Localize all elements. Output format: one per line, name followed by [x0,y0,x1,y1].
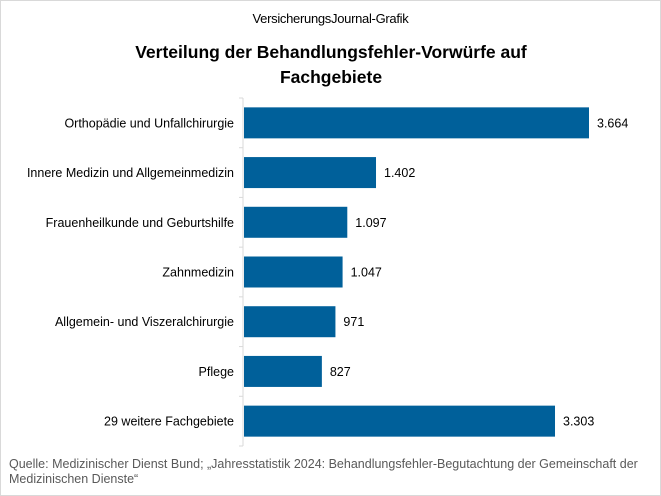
bar [244,306,336,338]
data-label: 1.402 [384,166,415,180]
bar [244,206,348,238]
category-label: Pflege [199,365,234,379]
chart-title: Verteilung der Behandlungsfehler-Vorwürf… [135,42,527,87]
chart-source: Quelle: Medizinischer Dienst Bund; „Jahr… [9,457,638,486]
data-label: 1.047 [351,266,382,280]
data-label: 3.303 [563,415,594,429]
category-label: Allgemein- und Viszeralchirurgie [55,315,234,329]
bar [244,256,343,288]
data-label: 3.664 [597,116,628,130]
data-label: 971 [343,315,364,329]
chart-supertitle: VersicherungsJournal-Grafik [252,11,409,26]
category-label: Zahnmedizin [162,266,234,280]
bar [244,355,322,387]
data-label: 1.097 [355,216,386,230]
category-label: 29 weitere Fachgebiete [104,415,234,429]
data-label: 827 [330,365,351,379]
category-label: Orthopädie und Unfallchirurgie [64,116,234,130]
category-label: Innere Medizin und Allgemeinmedizin [27,166,234,180]
category-label: Frauenheilkunde und Geburtshilfe [46,216,234,230]
bar [244,157,377,189]
bar [244,107,589,139]
bar [244,405,556,437]
